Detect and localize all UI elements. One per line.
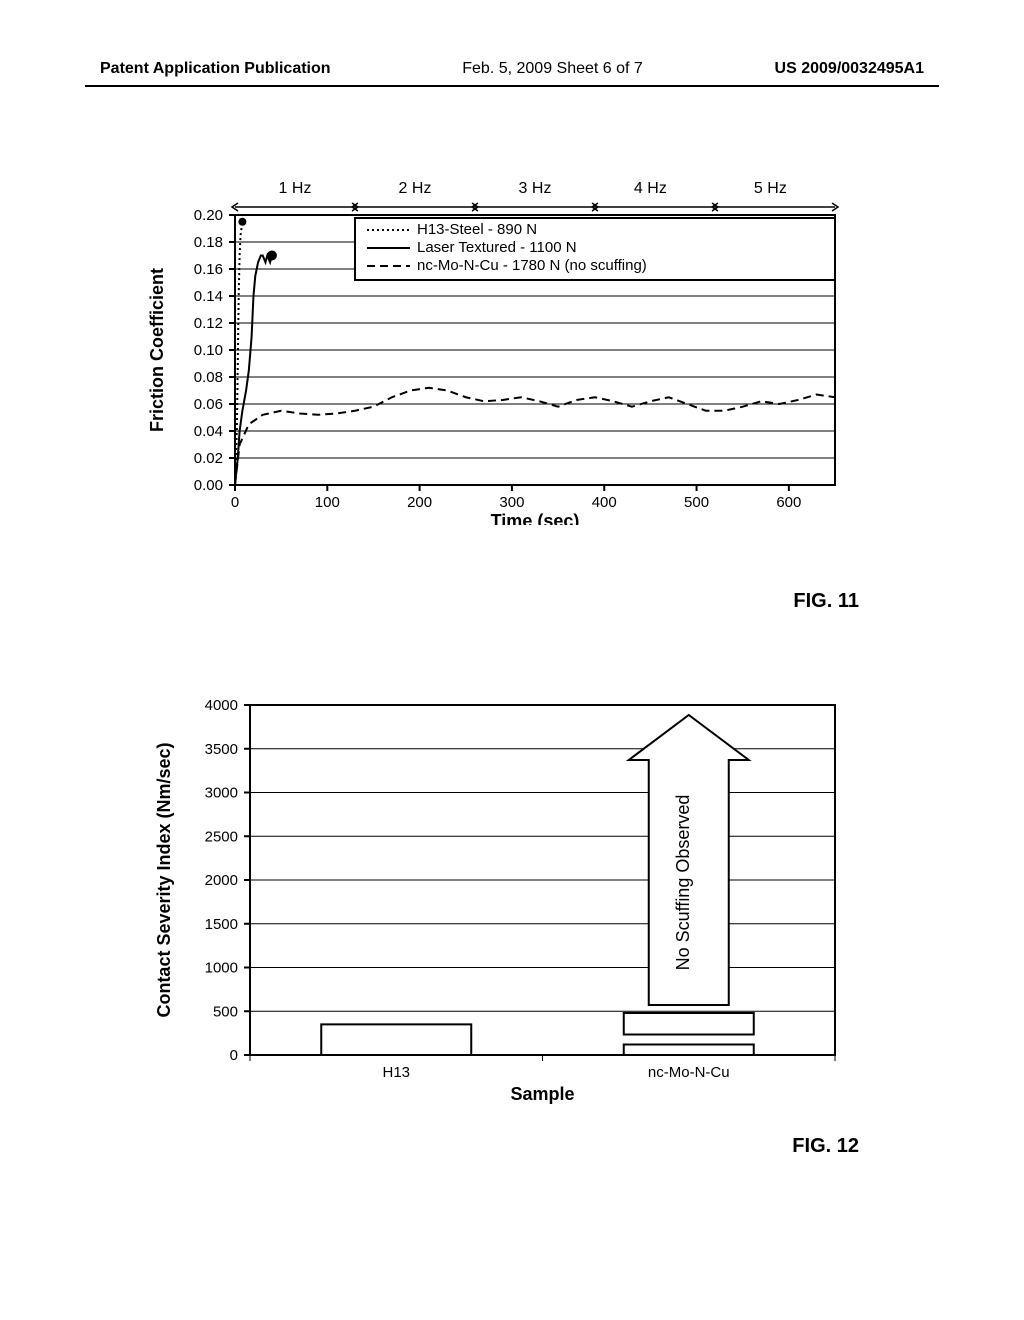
header-left: Patent Application Publication <box>100 60 331 78</box>
fig11-chart: 0.00 0.02 0.04 0.06 0.08 0.10 0.12 0.14 0.16 0.18… <box>145 175 845 525</box>
page-header: Patent Application Publication Feb. 5, 2… <box>0 60 1024 78</box>
svg-text:500: 500 <box>684 494 709 511</box>
svg-text:1000: 1000 <box>205 960 238 977</box>
header-right: US 2009/0032495A1 <box>775 60 924 78</box>
svg-text:0.16: 0.16 <box>194 261 223 278</box>
svg-text:0.00: 0.00 <box>194 477 223 494</box>
svg-text:300: 300 <box>499 494 524 511</box>
fig12-chart: 0 500 1000 1500 2000 2500 3000 3500 4000 H13 nc-Mo… <box>145 675 845 1105</box>
svg-text:0.10: 0.10 <box>194 342 223 359</box>
svg-text:Laser Textured - 1100 N: Laser Textured - 1100 N <box>417 239 577 256</box>
svg-text:4000: 4000 <box>205 697 238 714</box>
svg-text:0: 0 <box>231 494 239 511</box>
svg-text:2000: 2000 <box>205 872 238 889</box>
svg-text:2 Hz: 2 Hz <box>399 180 432 197</box>
svg-text:3500: 3500 <box>205 741 238 758</box>
svg-text:100: 100 <box>315 494 340 511</box>
svg-text:500: 500 <box>213 1003 238 1020</box>
svg-text:5 Hz: 5 Hz <box>754 180 787 197</box>
svg-text:3000: 3000 <box>205 785 238 802</box>
svg-text:0.20: 0.20 <box>194 207 223 224</box>
header-rule <box>85 85 939 87</box>
svg-text:0.18: 0.18 <box>194 234 223 251</box>
svg-text:H13: H13 <box>382 1064 410 1081</box>
svg-text:0.12: 0.12 <box>194 315 223 332</box>
svg-text:2500: 2500 <box>205 828 238 845</box>
svg-text:600: 600 <box>776 494 801 511</box>
svg-text:0: 0 <box>230 1047 238 1064</box>
fig12-label: FIG. 12 <box>792 1135 859 1158</box>
header-center: Feb. 5, 2009 Sheet 6 of 7 <box>462 60 643 78</box>
svg-text:1500: 1500 <box>205 916 238 933</box>
svg-text:400: 400 <box>592 494 617 511</box>
svg-text:1 Hz: 1 Hz <box>279 180 312 197</box>
svg-text:0.02: 0.02 <box>194 450 223 467</box>
svg-text:0.04: 0.04 <box>194 423 223 440</box>
svg-text:Time (sec): Time (sec) <box>491 511 580 525</box>
svg-text:No Scuffing Observed: No Scuffing Observed <box>673 795 693 971</box>
svg-text:0.06: 0.06 <box>194 396 223 413</box>
svg-text:nc-Mo-N-Cu - 1780 N (no scuffi: nc-Mo-N-Cu - 1780 N (no scuffing) <box>417 257 647 274</box>
svg-text:0.14: 0.14 <box>194 288 223 305</box>
svg-text:Sample: Sample <box>510 1084 574 1104</box>
svg-text:0.08: 0.08 <box>194 369 223 386</box>
svg-text:Friction Coefficient: Friction Coefficient <box>147 268 167 432</box>
svg-text:3 Hz: 3 Hz <box>519 180 552 197</box>
fig11-label: FIG. 11 <box>793 590 859 613</box>
svg-text:4 Hz: 4 Hz <box>634 180 667 197</box>
svg-text:nc-Mo-N-Cu: nc-Mo-N-Cu <box>648 1064 730 1081</box>
svg-text:200: 200 <box>407 494 432 511</box>
svg-text:Contact Severity Index (Nm/sec: Contact Severity Index (Nm/sec) <box>154 742 174 1017</box>
svg-text:H13-Steel - 890 N: H13-Steel - 890 N <box>417 221 537 238</box>
